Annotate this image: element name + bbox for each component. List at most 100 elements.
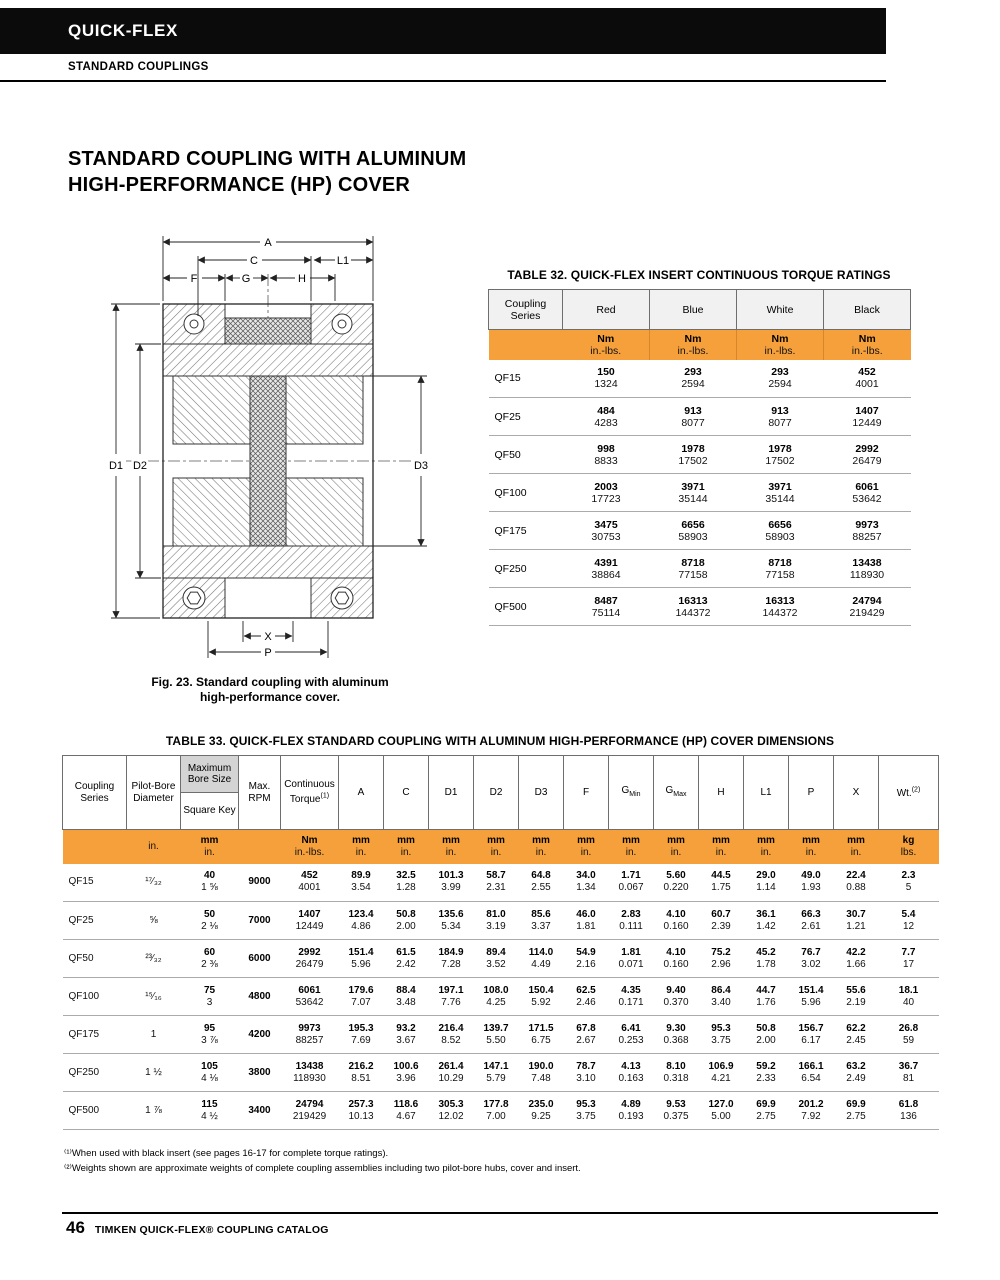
t33-cell-series: QF25: [62, 901, 127, 940]
t33-cell-dim-f: 54.9 2.16: [563, 939, 609, 978]
t33-header-torque: Continuous Torque(1): [280, 755, 339, 830]
t32-value-red: 4391 38864: [562, 549, 650, 588]
t32-value-white: 1978 17502: [736, 435, 824, 474]
t33-header-dim-d2: D2: [473, 755, 519, 830]
t32-value-white: 6656 58903: [736, 511, 824, 550]
t32-value-white: 913 8077: [736, 397, 824, 436]
t32-body: QF15 150 1324 293 2594 293 2594 452 4001 QF25 484 4…: [488, 359, 911, 626]
t33-cell-dim-l1: 36.1 1.42: [743, 901, 789, 940]
dim-label-a: A: [264, 237, 272, 249]
t32-row-qf500: QF500 8487 75114 16313 144372 16313 144372 2479…: [488, 587, 911, 626]
t33-cell-dim-l1: 69.9 2.75: [743, 1091, 789, 1130]
t33-header-max-bore-label: Maximum Bore Size: [181, 756, 238, 793]
t33-unit-dim-d3: mm in.: [518, 829, 564, 864]
t33-cell-dim-p: 201.2 7.92: [788, 1091, 834, 1130]
t33-cell-dim-d1: 261.4 10.29: [428, 1053, 474, 1092]
t33-header-max-bore: Maximum Bore Size Square Key: [180, 755, 239, 830]
t33-cell-dim-d3: 171.5 6.75: [518, 1015, 564, 1054]
t33-cell-dim-x: 63.2 2.49: [833, 1053, 879, 1092]
t33-cell-dim-d3: 190.0 7.48: [518, 1053, 564, 1092]
t33-cell-dim-c: 50.8 2.00: [383, 901, 429, 940]
section-subtitle: STANDARD COUPLINGS: [68, 61, 209, 73]
t33-cell-pilot-bore: ¹⁵⁄₁₆: [126, 977, 181, 1016]
t33-cell-dim-f: 34.0 1.34: [563, 863, 609, 902]
t33-cell-series: QF500: [62, 1091, 127, 1130]
t33-cell-dim-x: 42.2 1.66: [833, 939, 879, 978]
table32-title: TABLE 32. QUICK-FLEX INSERT CONTINUOUS T…: [507, 268, 891, 282]
t33-cell-torque: 6061 53642: [280, 977, 339, 1016]
t33-cell-dim-d1: 101.3 3.99: [428, 863, 474, 902]
dim-label-h: H: [298, 273, 306, 285]
t33-cell-dim-gmax: 9.30 0.368: [653, 1015, 699, 1054]
t33-cell-dim-d1: 184.9 7.28: [428, 939, 474, 978]
t32-value-blue: 6656 58903: [649, 511, 737, 550]
t33-cell-dim-a: 123.4 4.86: [338, 901, 384, 940]
t33-cell-dim-d3: 150.4 5.92: [518, 977, 564, 1016]
footnote-2: ⁽²⁾Weights shown are approximate weights…: [64, 1163, 581, 1174]
t32-value-black: 2992 26479: [823, 435, 911, 474]
page-footer: 46 TIMKEN QUICK-FLEX® COUPLING CATALOG: [66, 1218, 329, 1238]
t33-cell-dim-gmin: 1.81 0.071: [608, 939, 654, 978]
t32-value-red: 998 8833: [562, 435, 650, 474]
t33-cell-dim-gmax: 8.10 0.318: [653, 1053, 699, 1092]
t33-header-dim-d3: D3: [518, 755, 564, 830]
t33-header-dim-l1: L1: [743, 755, 789, 830]
t33-cell-dim-h: 86.4 3.40: [698, 977, 744, 1016]
t33-cell-dim-d1: 216.4 8.52: [428, 1015, 474, 1054]
t32-unit-blue: Nm in.-lbs.: [649, 329, 737, 360]
t33-row-qf15: QF15 ¹⁷⁄₃₂ 40 1 ⅝ 9000 452 4001 89.9 3.54 32.5 1.2…: [62, 863, 939, 902]
t33-cell-dim-d1: 197.1 7.76: [428, 977, 474, 1016]
t33-cell-dim-p: 166.1 6.54: [788, 1053, 834, 1092]
t32-value-blue: 293 2594: [649, 359, 737, 398]
t33-cell-dim-p: 66.3 2.61: [788, 901, 834, 940]
t32-value-blue: 16313 144372: [649, 587, 737, 626]
dimensions-table: Coupling Series Pilot-Bore Diameter Maximu…: [62, 755, 939, 1130]
t33-row-qf25: QF25 ⅝ 50 2 ⅛ 7000 1407 12449 123.4 4.86 50.8 2.00…: [62, 901, 939, 940]
dim-label-x: X: [264, 631, 272, 643]
t33-header-series: Coupling Series: [62, 755, 127, 830]
t33-cell-torque: 2992 26479: [280, 939, 339, 978]
t33-cell-max-bore: 50 2 ⅛: [180, 901, 239, 940]
figure-caption: Fig. 23. Standard coupling with aluminum…: [78, 675, 462, 705]
footer-rule: [62, 1212, 938, 1214]
t33-cell-pilot-bore: 1 ½: [126, 1053, 181, 1092]
t33-cell-max-bore: 40 1 ⅝: [180, 863, 239, 902]
page-title: STANDARD COUPLING WITH ALUMINUM HIGH-PER…: [68, 146, 466, 198]
t33-cell-dim-gmin: 2.83 0.111: [608, 901, 654, 940]
dim-label-d3: D3: [414, 460, 428, 472]
t33-unit-dim-a: mm in.: [338, 829, 384, 864]
t33-cell-dim-gmin: 4.35 0.171: [608, 977, 654, 1016]
t33-cell-rpm: 4200: [238, 1015, 281, 1054]
t32-series-label: QF175: [488, 511, 563, 550]
dim-label-p: P: [264, 647, 271, 659]
t33-cell-max-bore: 95 3 ⅞: [180, 1015, 239, 1054]
t33-cell-dim-c: 118.6 4.67: [383, 1091, 429, 1130]
t32-value-blue: 1978 17502: [649, 435, 737, 474]
t33-cell-dim-d2: 147.1 5.79: [473, 1053, 519, 1092]
t33-cell-dim-x: 22.4 0.88: [833, 863, 879, 902]
t32-series-label: QF50: [488, 435, 563, 474]
t33-cell-dim-a: 179.6 7.07: [338, 977, 384, 1016]
t33-cell-dim-a: 257.3 10.13: [338, 1091, 384, 1130]
t33-row-qf250: QF250 1 ½ 105 4 ⅛ 3800 13438 118930 216.2 8.51 10…: [62, 1053, 939, 1092]
t33-cell-dim-x: 30.7 1.21: [833, 901, 879, 940]
torque-ratings-table: Coupling Series Red Blue White Black Nm i…: [488, 289, 911, 626]
t32-unit-row: Nm in.-lbs. Nm in.-lbs. Nm in.-lbs. Nm in.-l…: [488, 329, 911, 360]
t32-value-black: 6061 53642: [823, 473, 911, 512]
t32-header-row: Coupling Series Red Blue White Black: [488, 289, 911, 330]
t32-value-blue: 8718 77158: [649, 549, 737, 588]
t32-value-red: 2003 17723: [562, 473, 650, 512]
t33-cell-dim-x: 69.9 2.75: [833, 1091, 879, 1130]
t33-row-qf175: QF175 1 95 3 ⅞ 4200 9973 88257 195.3 7.69 93.2 3.6…: [62, 1015, 939, 1054]
t33-cell-series: QF50: [62, 939, 127, 978]
t32-row-qf175: QF175 3475 30753 6656 58903 6656 58903 9973 8825…: [488, 511, 911, 550]
t32-series-label: QF15: [488, 359, 563, 398]
page-title-line2: HIGH-PERFORMANCE (HP) COVER: [68, 174, 411, 196]
t33-cell-max-bore: 105 4 ⅛: [180, 1053, 239, 1092]
t33-cell-dim-d2: 177.8 7.00: [473, 1091, 519, 1130]
t33-unit-dim-p: mm in.: [788, 829, 834, 864]
t33-row-qf500: QF500 1 ⅞ 115 4 ½ 3400 24794 219429 257.3 10.13 1…: [62, 1091, 939, 1130]
dim-label-d1: D1: [109, 460, 123, 472]
t33-unit-dim-d1: mm in.: [428, 829, 474, 864]
t33-cell-dim-h: 127.0 5.00: [698, 1091, 744, 1130]
